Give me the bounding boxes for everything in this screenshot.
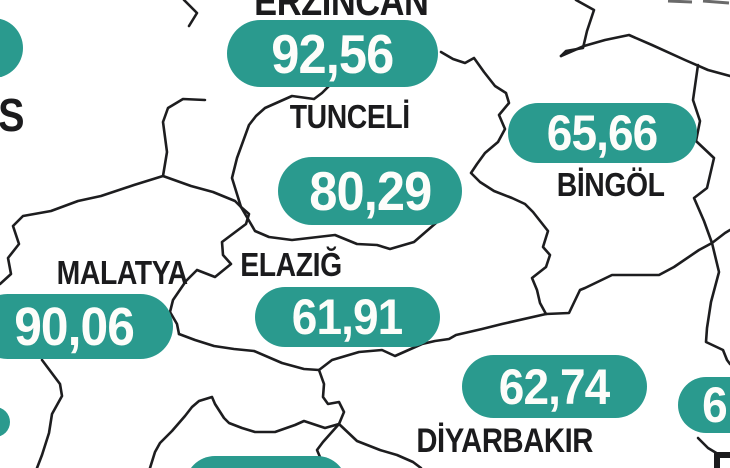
value-badge-cut-right-edge: 6 — [678, 377, 730, 433]
province-label-malatya: MALATYA — [56, 254, 188, 291]
border-bottom-tent — [148, 395, 341, 468]
value-badge-partial-text: 6 — [702, 377, 728, 433]
border-top-right-ridge — [559, 33, 730, 78]
province-label-diyarbakir: DİYARBAKIR — [416, 422, 593, 460]
value-badge-tunceli-text: 80,29 — [308, 160, 432, 222]
border-tunceli-northwest — [230, 83, 332, 209]
border-top-left-zigzag — [182, 0, 199, 28]
value-badge-elazig: 61,91 — [255, 287, 440, 347]
value-badge-erzincan: 92,56 — [227, 20, 438, 87]
value-badge-bingol: 65,66 — [508, 103, 697, 163]
border-right-upper-descent — [691, 63, 716, 245]
border-long-south — [177, 332, 321, 372]
value-badge-cut-bottom — [185, 456, 347, 468]
border-top-right-hook — [559, 0, 596, 58]
border-malatya-east-wiggle — [168, 205, 251, 336]
province-label-elazig: ELAZIĞ — [240, 246, 342, 283]
value-badge-bingol-text: 65,66 — [547, 105, 658, 161]
province-label-bingol: BİNGÖL — [556, 166, 665, 203]
cut-text-sliver-top-right — [667, 0, 730, 5]
border-diyarbakir-north — [544, 228, 730, 316]
border-left-lower — [35, 358, 64, 468]
value-badge-diyarbakir-text: 62,74 — [499, 358, 610, 415]
value-badge-cut-top-left — [0, 18, 23, 78]
border-right-descent — [704, 241, 730, 366]
value-badge-diyarbakir: 62,74 — [462, 355, 647, 418]
value-badge-elazig-text: 61,91 — [292, 289, 403, 345]
value-badge-tunceli: 80,29 — [278, 157, 462, 225]
border-junction-down — [317, 368, 346, 426]
value-badge-malatya: 90,06 — [0, 294, 173, 359]
border-mid-east-descent — [439, 50, 552, 316]
border-fork-right — [337, 422, 423, 468]
province-label-tunceli: TUNCELİ — [290, 98, 410, 135]
border-bottom-right — [696, 436, 720, 456]
border-fork-left — [315, 422, 341, 459]
border-elazig-south — [317, 312, 548, 372]
border-junction-link — [161, 174, 243, 209]
value-badge-erzincan-text: 92,56 — [271, 22, 394, 85]
value-badge-cut-left-edge — [0, 407, 10, 437]
value-badge-malatya-text: 90,06 — [14, 296, 135, 357]
cut-glyph-fragment-bottom-right — [714, 452, 730, 468]
border-upper-vertical — [161, 97, 207, 178]
province-label-fragment-left: S — [0, 89, 25, 141]
border-malatya-west — [0, 174, 165, 286]
